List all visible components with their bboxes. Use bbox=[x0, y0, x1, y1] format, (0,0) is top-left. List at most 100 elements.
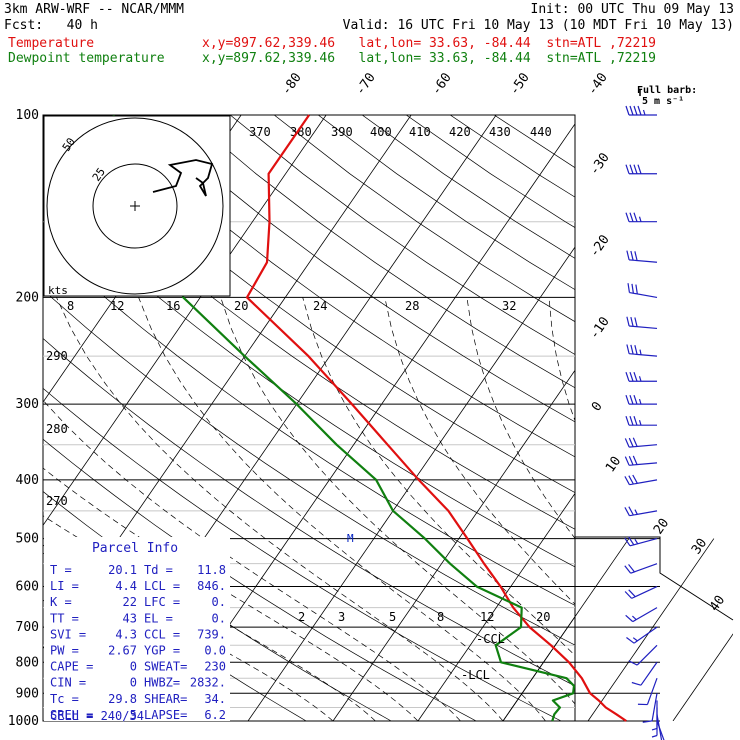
isotherm-low bbox=[672, 633, 733, 721]
theta-label: 370 bbox=[249, 125, 271, 139]
moist-adiabat bbox=[56, 297, 504, 721]
parcel-param-value: 4.4 bbox=[115, 579, 137, 593]
parcel-param-value: 0 bbox=[130, 676, 137, 690]
parcel-param-name: LFC = bbox=[144, 595, 180, 609]
moist-adiabat bbox=[466, 297, 575, 539]
mixing-ratio-label: 8 bbox=[67, 299, 74, 313]
wind-barb bbox=[626, 250, 658, 263]
isotherm bbox=[247, 246, 575, 721]
parcel-param-name: SHEAR= bbox=[144, 692, 187, 706]
pressure-label: 1000 bbox=[8, 714, 39, 729]
theta-label: 420 bbox=[449, 125, 471, 139]
mixing-ratio-label: 28 bbox=[405, 299, 419, 313]
dry-adiabat bbox=[361, 115, 575, 259]
ccl-marker: -CCL bbox=[476, 632, 505, 646]
wind-barb bbox=[626, 316, 658, 330]
parcel-param-name: SWEAT= bbox=[144, 660, 187, 674]
init-time: Init: 00 UTC Thu 09 May 13 bbox=[530, 2, 735, 17]
parcel-param-value: 34. bbox=[204, 692, 226, 706]
dry-adiabat bbox=[317, 115, 575, 291]
moist-adiabat bbox=[302, 297, 575, 656]
hodograph-ring-50 bbox=[46, 117, 224, 295]
isotherm-label: 20 bbox=[651, 516, 672, 537]
dry-adiabat bbox=[229, 115, 575, 355]
mixing-ratio-label: 20 bbox=[536, 610, 550, 624]
low-frame-edge bbox=[575, 536, 734, 621]
mixing-ratio-label: 12 bbox=[110, 299, 124, 313]
lcl-marker: -LCL bbox=[461, 668, 490, 682]
theta-label: 440 bbox=[530, 125, 552, 139]
parcel-param-value: 0 bbox=[130, 660, 137, 674]
dry-adiabat bbox=[43, 194, 575, 568]
parcel-param-value: 2832. bbox=[190, 676, 226, 690]
parcel-param-value: 6.2 bbox=[204, 708, 226, 722]
parcel-param-name: LI = bbox=[50, 579, 79, 593]
moist-adiabat bbox=[138, 297, 546, 721]
parcel-param-value: 22 bbox=[123, 595, 137, 609]
parcel-param-value: 29.8 bbox=[108, 692, 137, 706]
parcel-param-name: CCL = bbox=[144, 627, 180, 641]
theta-label: 270 bbox=[46, 494, 68, 508]
parcel-param-name: YGP = bbox=[144, 644, 180, 658]
temperature-profile bbox=[245, 114, 627, 722]
wind-barb bbox=[624, 437, 658, 448]
pressure-label: 500 bbox=[16, 532, 39, 547]
wind-barb bbox=[624, 506, 658, 517]
parcel-param-value: 0. bbox=[212, 611, 226, 625]
hodograph-ring-label: 50 bbox=[60, 135, 78, 153]
theta-label: 400 bbox=[370, 125, 392, 139]
wind-barb bbox=[624, 536, 658, 547]
hodograph-units: kts bbox=[48, 284, 68, 297]
parcel-param-name: LCL = bbox=[144, 579, 180, 593]
wind-barb bbox=[642, 693, 658, 723]
wind-barb bbox=[625, 372, 657, 382]
theta-label: 390 bbox=[331, 125, 353, 139]
isotherm-label: -10 bbox=[587, 314, 613, 342]
isotherm bbox=[417, 492, 575, 721]
moist-adiabat bbox=[43, 399, 461, 721]
dry-adiabat bbox=[43, 337, 575, 687]
parcel-info-panel bbox=[44, 537, 230, 721]
dry-adiabat bbox=[43, 289, 575, 646]
isotherm bbox=[502, 615, 575, 721]
parcel-param-name: LAPSE= bbox=[144, 708, 187, 722]
parcel-param-name: SREH = bbox=[50, 708, 93, 722]
parcel-param-name: SVI = bbox=[50, 627, 86, 641]
pressure-label: 200 bbox=[16, 290, 39, 305]
parcel-param-name: HWBZ= bbox=[144, 676, 180, 690]
mixing-ratio-label: 32 bbox=[502, 299, 516, 313]
isotherm-low bbox=[502, 538, 630, 721]
isotherm bbox=[332, 369, 575, 721]
parcel-param-name: CAPE = bbox=[50, 660, 93, 674]
hodograph-ring-25 bbox=[92, 163, 178, 249]
dry-adiabat bbox=[494, 115, 575, 169]
dry-adiabat bbox=[97, 115, 575, 458]
isotherm-label: -50 bbox=[507, 70, 533, 98]
parcel-param-name: CIN = bbox=[50, 676, 86, 690]
dry-adiabat bbox=[43, 241, 575, 606]
mixing-ratio-label: 3 bbox=[338, 610, 345, 624]
pressure-label: 900 bbox=[16, 686, 39, 701]
theta-label: 280 bbox=[46, 422, 68, 436]
wind-barb bbox=[637, 678, 658, 706]
isotherm-label: -80 bbox=[279, 70, 305, 98]
hodograph-ring-label: 25 bbox=[90, 165, 108, 183]
wind-barb bbox=[625, 416, 657, 426]
parcel-param-name: PW = bbox=[50, 644, 79, 658]
wind-barb bbox=[656, 720, 665, 740]
dry-adiabat bbox=[405, 115, 575, 228]
mixing-ratio-label: 24 bbox=[313, 299, 327, 313]
wind-barb bbox=[627, 283, 658, 299]
dry-adiabat bbox=[185, 115, 575, 389]
wind-barb bbox=[651, 707, 658, 738]
pressure-label: 100 bbox=[16, 108, 39, 123]
mixing-ratio-label: 5 bbox=[389, 610, 396, 624]
pressure-label: 700 bbox=[16, 620, 39, 635]
temperature-location: x,y=897.62,339.46 lat,lon= 33.63, -84.44… bbox=[202, 36, 656, 51]
temperature-legend: Temperature bbox=[8, 36, 95, 51]
pressure-label: 800 bbox=[16, 655, 39, 670]
dry-adiabat bbox=[450, 115, 575, 198]
parcel-param-name: T = bbox=[50, 563, 72, 577]
dewpoint-location: x,y=897.62,339.46 lat,lon= 33.63, -84.44… bbox=[202, 51, 656, 66]
